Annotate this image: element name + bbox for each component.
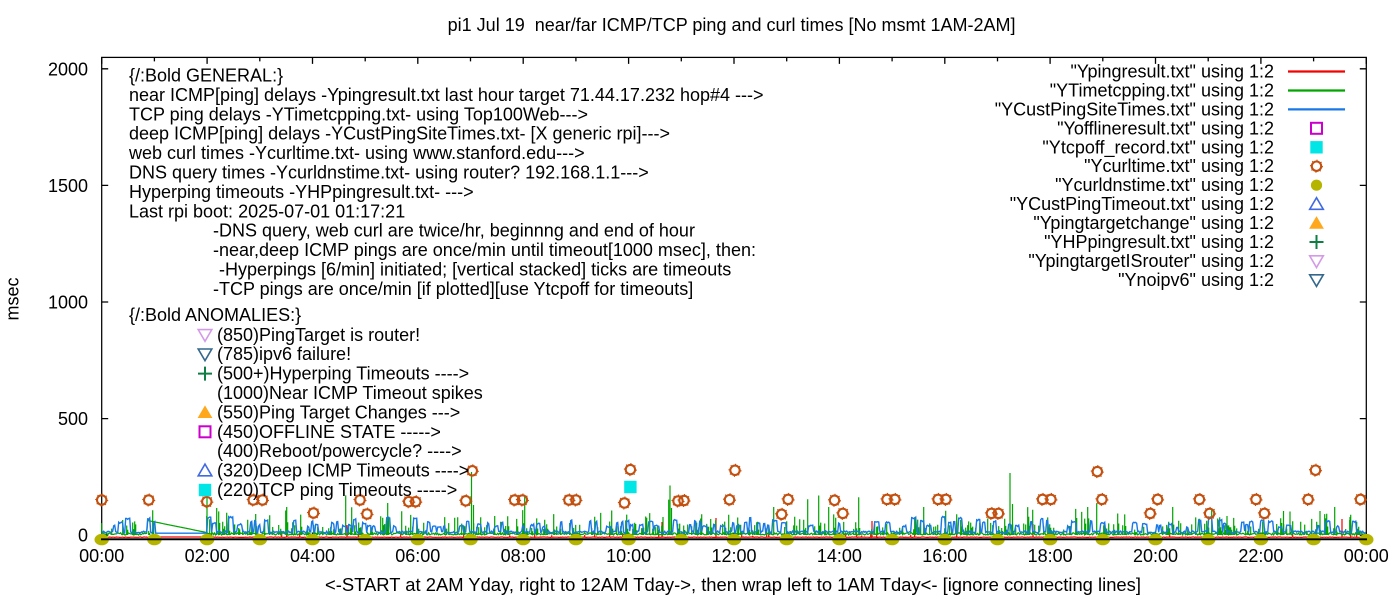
svg-text:(220)TCP ping Timeouts ----->: (220)TCP ping Timeouts -----> [217, 480, 457, 500]
svg-text:{/:Bold ANOMALIES:}: {/:Bold ANOMALIES:} [129, 305, 301, 325]
svg-text:"YCustPingSiteTimes.txt" using: "YCustPingSiteTimes.txt" using 1:2 [995, 99, 1274, 119]
svg-text:(1000)Near ICMP Timeout spikes: (1000)Near ICMP Timeout spikes [217, 383, 483, 403]
svg-text:deep ICMP[ping] delays -YCustP: deep ICMP[ping] delays -YCustPingSiteTim… [129, 124, 670, 144]
svg-text:"Ypingresult.txt" using 1:2: "Ypingresult.txt" using 1:2 [1070, 62, 1274, 82]
svg-text:Last rpi boot: 2025-07-01 01:1: Last rpi boot: 2025-07-01 01:17:21 [129, 201, 405, 221]
svg-text:(550)Ping Target Changes --->: (550)Ping Target Changes ---> [217, 402, 460, 422]
svg-text:Hyperping timeouts -YHPpingres: Hyperping timeouts -YHPpingresult.txt- -… [129, 182, 474, 202]
svg-text:(785)ipv6 failure!: (785)ipv6 failure! [217, 344, 351, 364]
svg-text:"YHPpingresult.txt" using 1:2: "YHPpingresult.txt" using 1:2 [1044, 232, 1274, 252]
svg-text:14:00: 14:00 [817, 546, 862, 566]
svg-text:"Ycurldnstime.txt" using 1:2: "Ycurldnstime.txt" using 1:2 [1055, 175, 1274, 195]
svg-text:"Ytcpoff_record.txt" using 1:2: "Ytcpoff_record.txt" using 1:2 [1042, 137, 1274, 158]
svg-text:(850)PingTarget is router!: (850)PingTarget is router! [217, 325, 420, 345]
svg-text:TCP ping delays -YTimetcpping.: TCP ping delays -YTimetcpping.txt- using… [129, 104, 588, 124]
svg-text:00:00: 00:00 [79, 546, 124, 566]
svg-text:18:00: 18:00 [1028, 546, 1073, 566]
svg-text:(500+)Hyperping Timeouts ---->: (500+)Hyperping Timeouts ----> [217, 364, 469, 384]
svg-text:1000: 1000 [48, 293, 88, 313]
svg-text:(320)Deep ICMP Timeouts ---->: (320)Deep ICMP Timeouts ----> [217, 461, 469, 481]
svg-text:20:00: 20:00 [1133, 546, 1178, 566]
svg-text:08:00: 08:00 [501, 546, 546, 566]
svg-text:(450)OFFLINE STATE ----->: (450)OFFLINE STATE -----> [217, 422, 441, 442]
svg-text:near ICMP[ping] delays -Ypingr: near ICMP[ping] delays -Ypingresult.txt … [129, 85, 764, 105]
svg-text:1500: 1500 [48, 176, 88, 196]
svg-text:"YpingtargetISrouter" using 1:: "YpingtargetISrouter" using 1:2 [1028, 251, 1274, 271]
svg-text:DNS query times -Ycurldnstime.: DNS query times -Ycurldnstime.txt- using… [129, 163, 649, 183]
svg-text:-near,deep ICMP pings are once: -near,deep ICMP pings are once/min until… [213, 240, 756, 260]
svg-text:{/:Bold GENERAL:}: {/:Bold GENERAL:} [129, 66, 283, 86]
svg-text:0: 0 [78, 526, 88, 546]
svg-text:02:00: 02:00 [185, 546, 230, 566]
svg-text:<-START at 2AM Yday, right to: <-START at 2AM Yday, right to 12AM Tday-… [325, 574, 1141, 595]
svg-text:web curl times -Ycurltime.txt-: web curl times -Ycurltime.txt- using www… [128, 143, 585, 163]
svg-text:-TCP pings are once/min [if pl: -TCP pings are once/min [if plotted][use… [213, 279, 693, 299]
svg-text:"Yofflineresult.txt" using 1:2: "Yofflineresult.txt" using 1:2 [1057, 118, 1274, 138]
svg-text:msec: msec [3, 277, 23, 320]
svg-text:pi1 Jul 19 near/far ICMP/TCP: pi1 Jul 19 near/far ICMP/TCP ping and cu… [448, 15, 1016, 35]
svg-text:10:00: 10:00 [606, 546, 651, 566]
svg-text:22:00: 22:00 [1238, 546, 1283, 566]
svg-text:(400)Reboot/powercycle? ---->: (400)Reboot/powercycle? ----> [217, 441, 462, 461]
svg-text:16:00: 16:00 [922, 546, 967, 566]
svg-text:"Ypingtargetchange" using 1:2: "Ypingtargetchange" using 1:2 [1033, 213, 1274, 233]
svg-text:"YCustPingTimeout.txt" using 1: "YCustPingTimeout.txt" using 1:2 [1010, 194, 1274, 214]
svg-text:12:00: 12:00 [711, 546, 756, 566]
svg-text:06:00: 06:00 [395, 546, 440, 566]
svg-text:-Hyperpings [6/min] initiated;: -Hyperpings [6/min] initiated; [vertical… [219, 260, 731, 280]
svg-text:-DNS query, web curl are twice: -DNS query, web curl are twice/hr, begin… [213, 221, 695, 241]
svg-text:2000: 2000 [48, 59, 88, 79]
svg-text:"YTimetcpping.txt" using 1:2: "YTimetcpping.txt" using 1:2 [1050, 81, 1274, 101]
svg-text:00:00: 00:00 [1344, 546, 1389, 566]
svg-text:500: 500 [58, 409, 88, 429]
svg-text:"Ynoipv6" using 1:2: "Ynoipv6" using 1:2 [1118, 270, 1274, 290]
svg-text:04:00: 04:00 [290, 546, 335, 566]
svg-text:"Ycurltime.txt" using 1:2: "Ycurltime.txt" using 1:2 [1084, 156, 1274, 176]
